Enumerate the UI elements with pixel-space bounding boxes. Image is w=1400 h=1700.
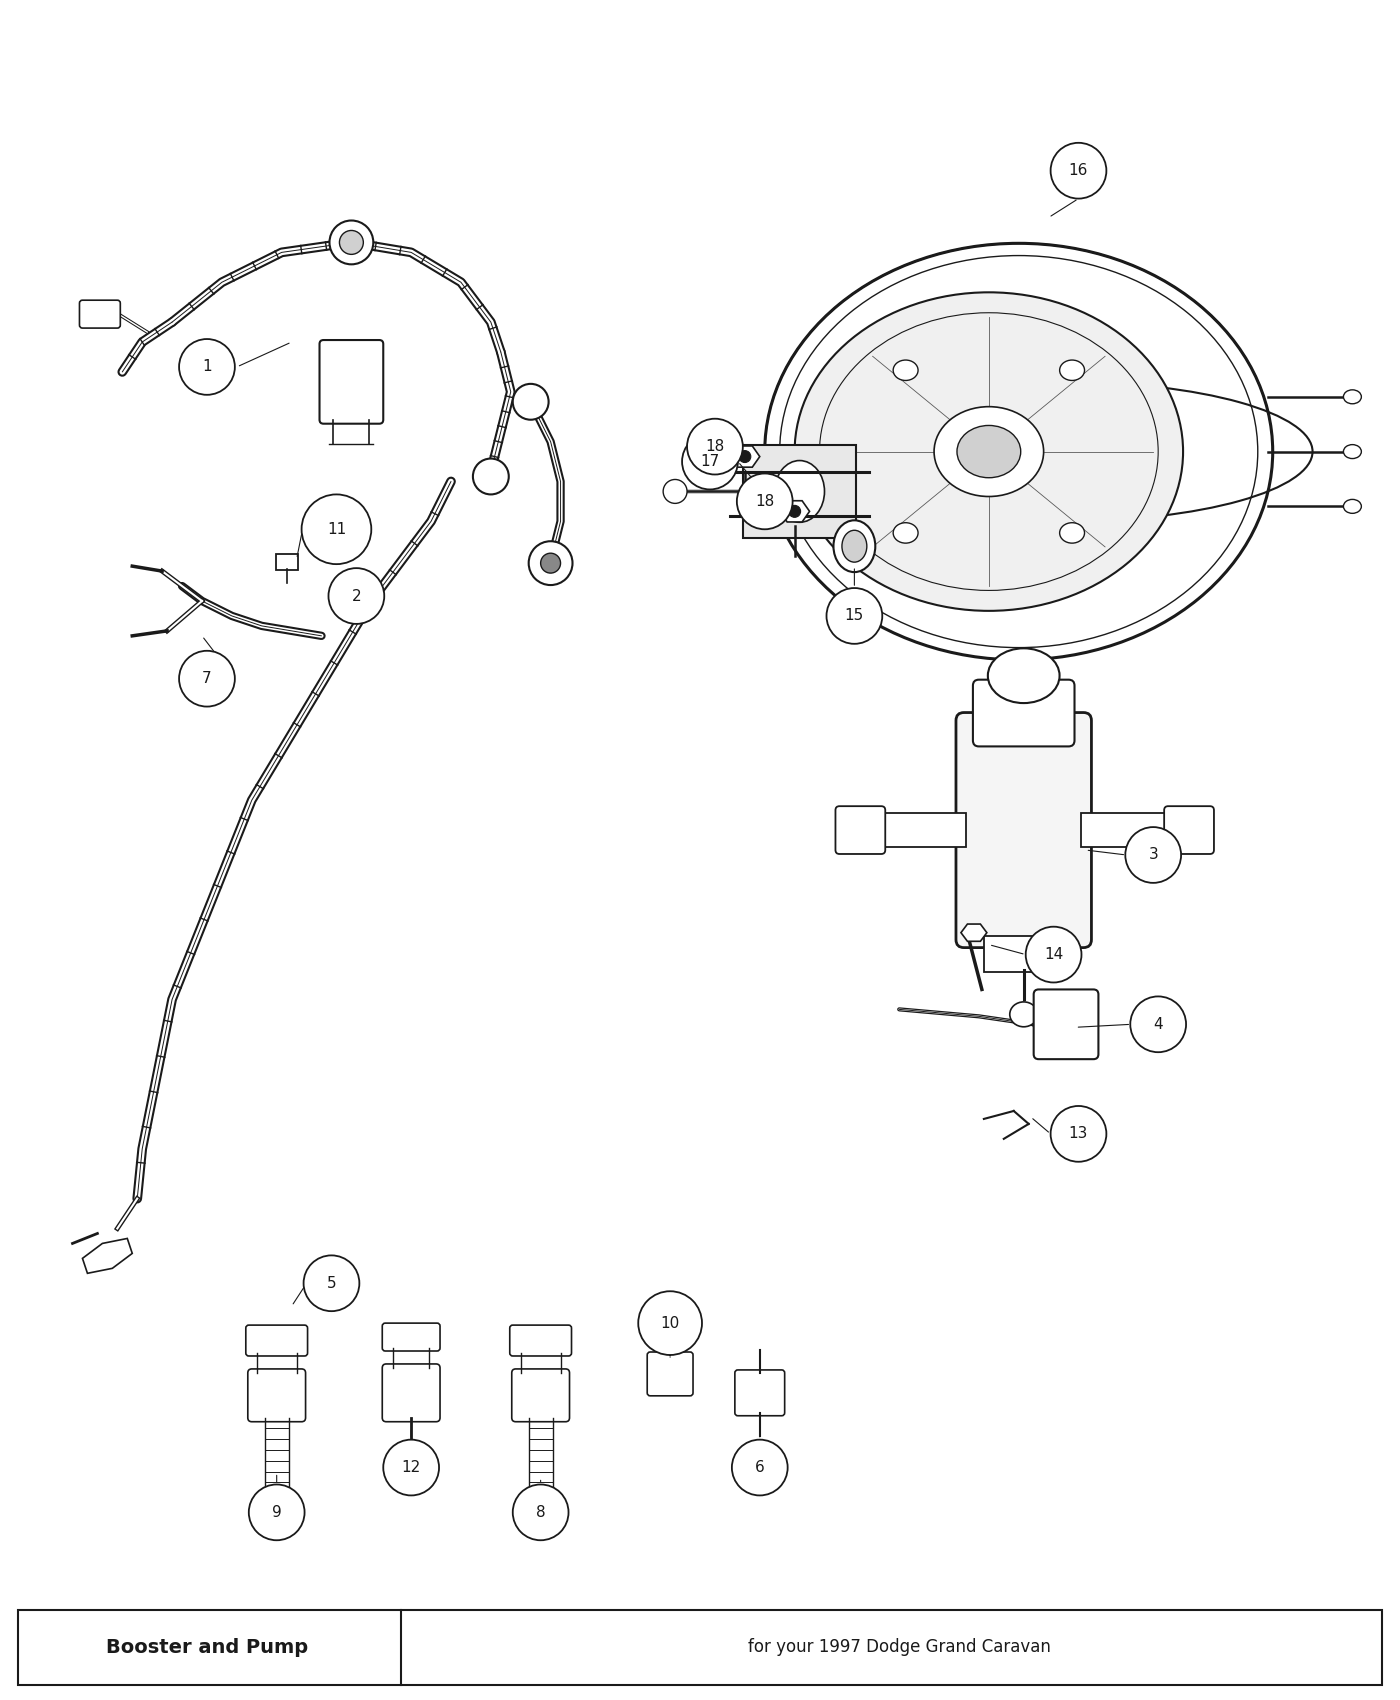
Text: 4: 4 (1154, 1017, 1163, 1032)
Text: 6: 6 (755, 1460, 764, 1476)
Circle shape (1126, 828, 1182, 882)
Circle shape (1050, 1107, 1106, 1161)
Ellipse shape (958, 425, 1021, 478)
Circle shape (736, 474, 792, 529)
FancyBboxPatch shape (319, 340, 384, 423)
Circle shape (329, 568, 384, 624)
Circle shape (301, 495, 371, 564)
Ellipse shape (1060, 522, 1085, 542)
Text: 9: 9 (272, 1504, 281, 1520)
Ellipse shape (833, 520, 875, 573)
Circle shape (512, 384, 549, 420)
Circle shape (529, 541, 573, 585)
Circle shape (473, 459, 508, 495)
FancyBboxPatch shape (510, 1324, 571, 1357)
FancyBboxPatch shape (836, 806, 885, 853)
Ellipse shape (1060, 360, 1085, 381)
FancyBboxPatch shape (382, 1323, 440, 1352)
Ellipse shape (988, 648, 1060, 704)
Text: 1: 1 (202, 359, 211, 374)
Circle shape (826, 588, 882, 644)
Circle shape (638, 1292, 701, 1355)
Circle shape (788, 505, 801, 517)
Text: 2: 2 (351, 588, 361, 604)
Ellipse shape (841, 530, 867, 563)
FancyBboxPatch shape (647, 1352, 693, 1396)
FancyBboxPatch shape (382, 1363, 440, 1421)
FancyBboxPatch shape (248, 1368, 305, 1421)
Circle shape (249, 1484, 305, 1540)
Ellipse shape (965, 721, 1084, 940)
Circle shape (732, 1440, 788, 1496)
Ellipse shape (1344, 389, 1361, 405)
Ellipse shape (1009, 1001, 1037, 1027)
Circle shape (1050, 143, 1106, 199)
Ellipse shape (1344, 445, 1361, 459)
Circle shape (339, 231, 364, 255)
Ellipse shape (934, 406, 1043, 496)
Polygon shape (83, 1239, 132, 1273)
Circle shape (329, 221, 374, 264)
Polygon shape (729, 445, 760, 468)
Text: for your 1997 Dodge Grand Caravan: for your 1997 Dodge Grand Caravan (748, 1639, 1050, 1656)
Text: 12: 12 (402, 1460, 421, 1476)
FancyBboxPatch shape (872, 813, 966, 847)
FancyBboxPatch shape (735, 1370, 784, 1416)
Circle shape (179, 338, 235, 394)
FancyBboxPatch shape (956, 712, 1092, 947)
Ellipse shape (893, 522, 918, 542)
Ellipse shape (774, 461, 825, 522)
FancyBboxPatch shape (984, 935, 1064, 971)
Text: 8: 8 (536, 1504, 546, 1520)
FancyBboxPatch shape (1165, 806, 1214, 853)
Circle shape (1026, 927, 1081, 983)
Text: 15: 15 (844, 609, 864, 624)
Circle shape (1130, 996, 1186, 1052)
Text: 18: 18 (755, 495, 774, 508)
Text: 11: 11 (326, 522, 346, 537)
Polygon shape (780, 502, 809, 522)
Polygon shape (960, 925, 987, 942)
Ellipse shape (795, 292, 1183, 610)
FancyBboxPatch shape (743, 445, 857, 539)
Text: 13: 13 (1068, 1127, 1088, 1141)
FancyBboxPatch shape (973, 680, 1075, 746)
FancyBboxPatch shape (246, 1324, 308, 1357)
Text: 14: 14 (1044, 947, 1063, 962)
FancyBboxPatch shape (512, 1368, 570, 1421)
FancyBboxPatch shape (1081, 813, 1175, 847)
Ellipse shape (893, 360, 918, 381)
Text: 16: 16 (1068, 163, 1088, 178)
FancyBboxPatch shape (80, 301, 120, 328)
Text: 3: 3 (1148, 848, 1158, 862)
Text: 17: 17 (700, 454, 720, 469)
FancyBboxPatch shape (1033, 989, 1099, 1059)
Ellipse shape (1344, 500, 1361, 513)
FancyBboxPatch shape (18, 1610, 1382, 1685)
Circle shape (687, 418, 743, 474)
Circle shape (512, 1484, 568, 1540)
Text: 5: 5 (326, 1275, 336, 1290)
Text: 7: 7 (202, 672, 211, 687)
Text: 10: 10 (661, 1316, 680, 1331)
Text: Booster and Pump: Booster and Pump (106, 1637, 308, 1658)
Circle shape (682, 434, 738, 490)
Circle shape (664, 479, 687, 503)
Circle shape (739, 450, 750, 462)
Circle shape (179, 651, 235, 707)
Circle shape (384, 1440, 440, 1496)
Circle shape (540, 552, 560, 573)
Text: 18: 18 (706, 439, 725, 454)
Circle shape (304, 1255, 360, 1311)
FancyBboxPatch shape (276, 554, 298, 570)
